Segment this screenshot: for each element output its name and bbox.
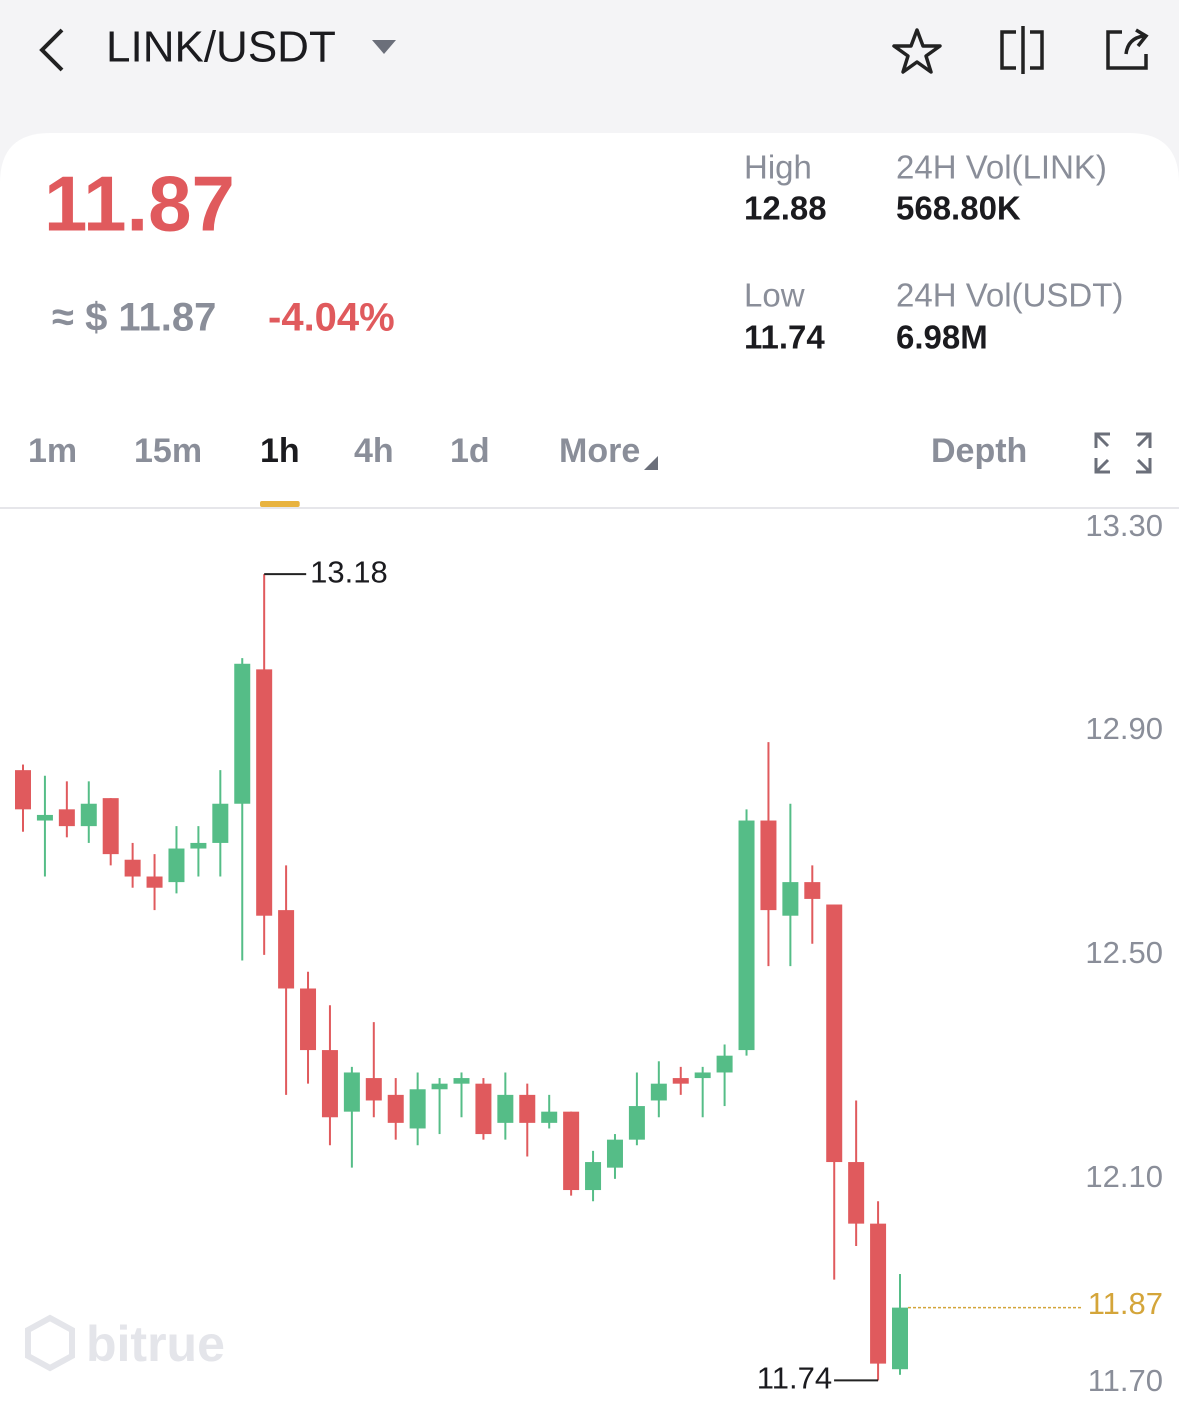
watermark: bitrue	[86, 1316, 225, 1372]
candle-body	[782, 882, 799, 916]
stat-label: High	[744, 149, 812, 186]
candle-body	[541, 1111, 558, 1123]
candle-body	[102, 798, 119, 855]
fiat-price: ≈ $ 11.87	[52, 296, 216, 340]
card	[0, 133, 1179, 1415]
candle-body	[870, 1223, 887, 1364]
stat-value: 12.88	[744, 190, 827, 227]
candle-body	[300, 988, 317, 1051]
stat-label: 24H Vol(LINK)	[896, 149, 1107, 186]
y-tick-label: 12.90	[1085, 711, 1163, 746]
candle-body	[848, 1162, 865, 1224]
interval-tab[interactable]: Depth	[931, 432, 1027, 470]
more-arrow	[644, 456, 658, 470]
candle-body	[36, 814, 53, 821]
candle-body	[694, 1072, 711, 1079]
watermark-logo	[25, 1314, 75, 1372]
candlestick-chart: 13.30 12.90 12.50 12.10 11.70 13.18 11.74 11.87	[15, 508, 1163, 1398]
stat-value: 6.98M	[896, 319, 988, 356]
stat-label: Low	[744, 277, 805, 314]
candle-body	[146, 876, 163, 888]
price-change: -4.04%	[268, 296, 395, 340]
candle-body	[826, 904, 843, 1163]
interval-tab[interactable]: More	[559, 432, 640, 470]
high-marker-label: 13.18	[310, 554, 388, 589]
last-price: 11.87	[44, 160, 235, 248]
stat-value: 11.74	[744, 319, 825, 356]
candle-body	[190, 842, 207, 849]
active-tab-indicator	[260, 501, 300, 507]
share-icon[interactable]	[1106, 28, 1149, 70]
candle-body	[760, 820, 777, 911]
stat-label: 24H Vol(USDT)	[896, 277, 1123, 314]
candle-body	[58, 809, 75, 827]
candle-body	[365, 1078, 382, 1101]
y-tick-label: 11.70	[1088, 1363, 1163, 1398]
candle-body	[168, 848, 185, 883]
back-button[interactable]	[39, 28, 64, 72]
pair-title[interactable]: LINK/USDT	[106, 23, 336, 72]
y-tick-label: 13.30	[1085, 508, 1163, 543]
candle-body	[519, 1094, 536, 1123]
stat-value: 568.80K	[896, 190, 1021, 227]
last-price-label: 11.87	[1088, 1286, 1163, 1321]
candle-body	[278, 910, 295, 989]
interval-tab[interactable]: 1h	[260, 432, 300, 470]
candle-body	[892, 1307, 908, 1370]
interval-tab[interactable]: 1d	[450, 432, 490, 470]
y-tick-label: 12.10	[1085, 1159, 1163, 1194]
interval-tabs: 1m 15m 1h 4h 1d More Depth	[28, 432, 1027, 507]
candle-body	[738, 820, 755, 1051]
candle-body	[716, 1055, 733, 1073]
y-tick-label: 12.50	[1085, 935, 1163, 970]
candle-body	[256, 669, 273, 916]
candle-body	[563, 1111, 580, 1191]
candle-body	[475, 1083, 492, 1135]
low-marker-label: 11.74	[757, 1361, 832, 1396]
candle-body	[212, 803, 229, 843]
candle-body	[585, 1162, 602, 1191]
interval-tab[interactable]: 1m	[28, 432, 77, 470]
pair-dropdown[interactable]	[372, 40, 396, 54]
favorite-icon[interactable]	[892, 28, 942, 74]
candle-body	[80, 803, 97, 827]
candle-body	[453, 1078, 470, 1084]
candle-body	[409, 1089, 426, 1129]
candle-body	[387, 1094, 404, 1123]
interval-tab[interactable]: 15m	[134, 432, 202, 470]
interval-tab[interactable]: 4h	[354, 432, 394, 470]
candle-body	[650, 1083, 667, 1101]
candle-body	[15, 770, 31, 810]
candle-body	[431, 1083, 448, 1090]
compare-icon[interactable]	[1000, 26, 1044, 74]
candle-body	[672, 1078, 689, 1084]
fullscreen-icon[interactable]	[1094, 432, 1152, 474]
candle-body	[343, 1072, 360, 1112]
candle-body	[234, 663, 251, 804]
candle-body	[497, 1094, 514, 1123]
candle-body	[628, 1106, 645, 1140]
candle-body	[124, 859, 141, 877]
candle-body	[321, 1050, 338, 1118]
candle-body	[606, 1139, 623, 1168]
candle-body	[804, 882, 821, 899]
